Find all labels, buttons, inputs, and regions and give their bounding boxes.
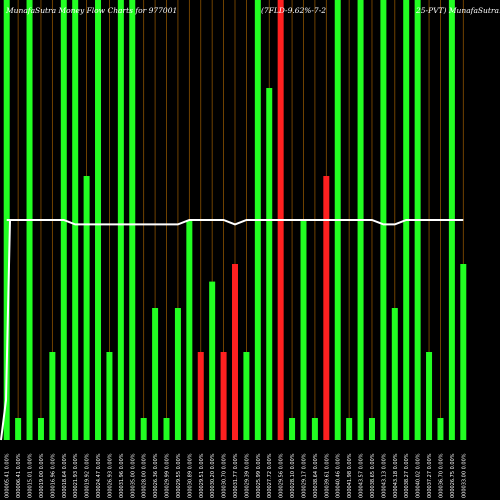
bar: [232, 264, 238, 440]
x-tick-label: 000030.70 0.00%: [222, 453, 228, 498]
bar: [152, 308, 158, 440]
x-tick-label: 000036.70 0.00%: [438, 453, 444, 498]
bar: [106, 352, 112, 440]
x-tick-label: 000030.20 0.00%: [210, 453, 216, 498]
x-tick-label: 000043.57 0.00%: [359, 453, 365, 498]
x-tick-label: 000035.00 0.00%: [130, 453, 136, 498]
x-tick-label: 000019.00 0.00%: [39, 453, 45, 498]
x-tick-label: 000024.47 0.00%: [96, 453, 102, 498]
x-tick-label: 000028.10 0.00%: [290, 453, 296, 498]
bar: [15, 418, 21, 440]
x-tick-label: 000015.01 0.00%: [28, 453, 34, 498]
x-tick-label: 000038.64 0.00%: [313, 453, 319, 498]
chart-title-part3: 25-PVT) MunafaSutra.co: [416, 6, 500, 15]
chart-title-part1: MunafaSutra Money Flow Charts for 977001: [6, 6, 177, 15]
bar: [72, 0, 78, 440]
x-tick-label: 000030.89 0.00%: [187, 453, 193, 498]
x-tick-label: 000029.99 0.00%: [165, 453, 171, 498]
x-tick-label: 000021.93 0.00%: [73, 453, 79, 498]
bar: [460, 264, 466, 440]
x-tick-label: 000029.39 0.00%: [244, 453, 250, 498]
x-tick-label: 000039.61 0.00%: [324, 453, 330, 498]
x-axis-labels: 000005.41 0.00% 000006.41 0.00% 000015.01 …: [5, 453, 468, 498]
bar: [426, 352, 432, 440]
x-tick-label: 000027.72 0.00%: [267, 453, 273, 498]
x-tick-label: 000028.00 0.00%: [142, 453, 148, 498]
x-tick-label: 000040.02 0.00%: [416, 453, 422, 498]
bar: [118, 0, 124, 440]
bar: [346, 418, 352, 440]
bar: [369, 418, 375, 440]
x-tick-label: 000029.17 0.00%: [301, 453, 307, 498]
x-tick-label: 000005.41 0.00%: [5, 453, 11, 498]
x-tick-label: 000025.99 0.00%: [256, 453, 262, 498]
bar: [209, 282, 215, 440]
bar: [266, 88, 272, 440]
bar: [243, 352, 249, 440]
x-tick-label: 000038.65 0.00%: [370, 453, 376, 498]
x-tick-label: 000037.27 0.00%: [427, 453, 433, 498]
x-tick-label: 000026.75 0.00%: [450, 453, 456, 498]
x-tick-label: 000018.64 0.00%: [62, 453, 68, 498]
x-tick-label: 000040.46 0.00%: [336, 453, 342, 498]
x-tick-label: 000026.36 0.00%: [153, 453, 159, 498]
bar: [437, 418, 443, 440]
x-tick-label: 000043.18 0.00%: [393, 453, 399, 498]
x-tick-label: 000029.55 0.00%: [176, 453, 182, 498]
x-tick-label: 000016.96 0.00%: [50, 453, 56, 498]
chart-title-part2: (7FLD-9.62%-7-2: [261, 6, 326, 15]
x-tick-label: 000038.27 0.00%: [404, 453, 410, 498]
bar: [198, 352, 204, 440]
bar: [323, 176, 329, 440]
x-tick-label: 000031.77 0.00%: [233, 453, 239, 498]
bar: [186, 220, 192, 440]
x-tick-label: 000029.56 0.00%: [279, 453, 285, 498]
bar: [380, 0, 386, 440]
x-tick-label: 000006.41 0.00%: [16, 453, 22, 498]
bar: [392, 308, 398, 440]
bar: [175, 308, 181, 440]
x-tick-label: 000031.96 0.00%: [119, 453, 125, 498]
bar: [312, 418, 318, 440]
bar: [221, 352, 227, 440]
x-tick-label: 000029.51 0.00%: [199, 453, 205, 498]
bar: [141, 418, 147, 440]
x-tick-label: 000043.13 0.00%: [381, 453, 387, 498]
x-tick-label: 000041.98 0.00%: [347, 453, 353, 498]
bar: [289, 418, 295, 440]
x-tick-label: 000026.93 0.00%: [107, 453, 113, 498]
bar: [95, 0, 101, 440]
bar: [49, 352, 55, 440]
bar: [38, 418, 44, 440]
bar: [129, 0, 135, 440]
bar: [300, 220, 306, 440]
x-tick-label: 000033.00 0.00%: [461, 453, 467, 498]
bar: [164, 418, 170, 440]
x-tick-label: 000019.92 0.00%: [85, 453, 91, 498]
bar: [84, 176, 90, 440]
